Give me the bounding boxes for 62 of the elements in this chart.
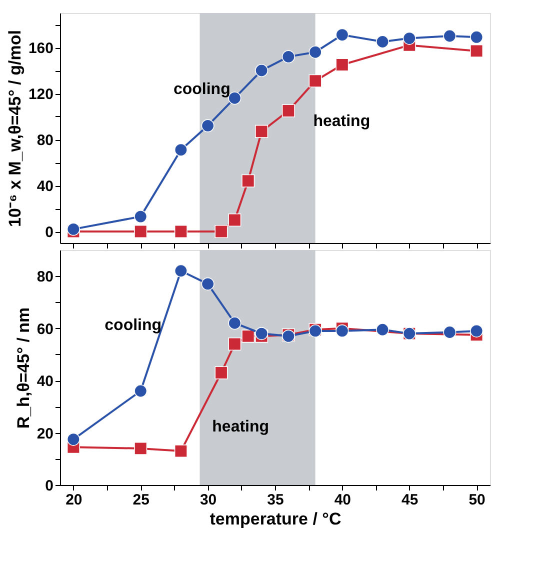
y-tick-label: 20 — [36, 425, 54, 442]
y-tick-label: 80 — [36, 132, 54, 149]
point — [228, 337, 242, 351]
point — [255, 64, 268, 78]
x-tick-label: 45 — [402, 492, 418, 508]
y-tick-label: 0 — [45, 478, 54, 494]
point — [66, 432, 80, 446]
y-axis-title: R_h,θ=45° / nm — [14, 307, 33, 429]
y-tick-label: 0 — [45, 224, 54, 241]
annotation: cooling — [173, 80, 230, 98]
point — [228, 92, 242, 105]
point — [174, 264, 188, 278]
point — [470, 324, 484, 338]
point — [308, 74, 322, 88]
point — [308, 46, 322, 59]
point — [443, 326, 456, 339]
point — [134, 442, 148, 455]
point — [470, 44, 484, 58]
point — [201, 119, 214, 132]
point — [470, 30, 484, 44]
annotation: heating — [212, 418, 270, 436]
point — [336, 58, 349, 72]
point — [336, 28, 349, 42]
x-tick-label: 50 — [468, 492, 486, 508]
x-tick-label: 35 — [267, 492, 284, 508]
point — [174, 444, 188, 458]
x-tick-label: 30 — [200, 492, 217, 508]
y-tick-label: 40 — [36, 178, 54, 195]
point — [134, 384, 148, 398]
y-tick-label: 60 — [36, 320, 54, 338]
point — [443, 29, 456, 43]
point — [336, 324, 349, 338]
point — [242, 174, 255, 188]
y-tick-label: 80 — [36, 268, 54, 286]
point — [282, 50, 295, 64]
point — [134, 210, 148, 224]
y-tick-label: 40 — [36, 373, 54, 390]
x-tick-label: 20 — [66, 492, 82, 508]
annotation: cooling — [104, 317, 162, 334]
point — [402, 32, 416, 45]
annotation: heating — [313, 113, 370, 130]
point — [376, 323, 390, 336]
point — [66, 222, 80, 236]
point — [242, 330, 255, 343]
point — [134, 224, 148, 238]
point — [214, 224, 228, 238]
point — [255, 327, 268, 340]
point — [228, 213, 242, 227]
y-tick-label: 120 — [28, 86, 54, 103]
y-tick-label: 160 — [28, 40, 54, 57]
point — [228, 316, 242, 330]
point — [174, 224, 188, 238]
point — [201, 277, 214, 290]
x-tick-label: 40 — [334, 492, 352, 508]
point — [174, 143, 188, 156]
point — [282, 104, 295, 118]
y-axis-title: 10⁻⁶ x M_w,θ=45° / g/mol — [5, 30, 24, 227]
point — [214, 366, 228, 380]
point — [255, 124, 268, 138]
x-axis-title: temperature / °C — [210, 510, 342, 528]
point — [376, 35, 390, 48]
x-tick-label: 25 — [132, 492, 150, 508]
